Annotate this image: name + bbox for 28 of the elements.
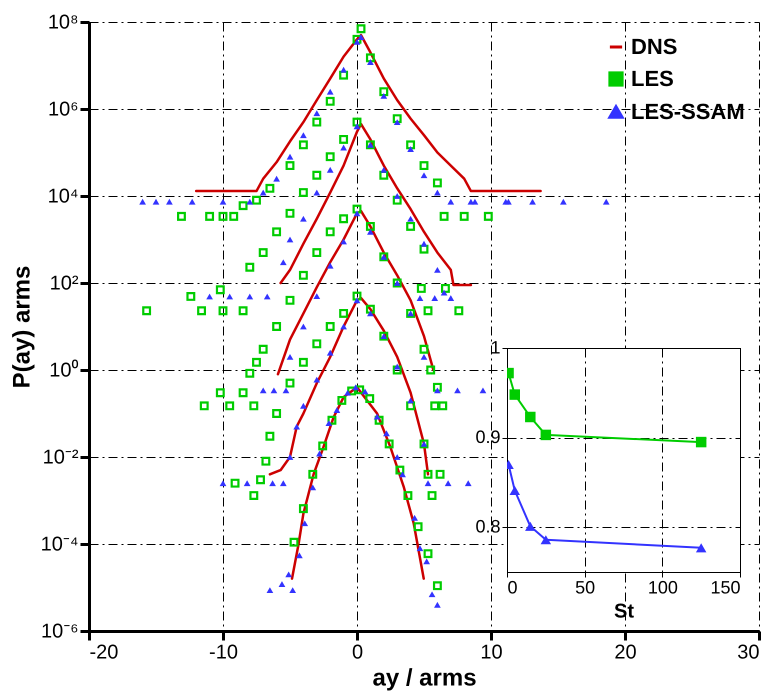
x-tick-label: 100 <box>648 578 678 598</box>
y-tick-label: 0.8 <box>475 516 500 537</box>
y-tick-label: 10⁸ <box>48 12 78 34</box>
y-tick-label: 10⁻² <box>42 446 79 468</box>
legend-label: LES <box>631 66 674 91</box>
x-tick-label: 50 <box>575 578 596 598</box>
x-tick-label: 0 <box>508 578 518 598</box>
x-tick-label: 150 <box>710 578 740 598</box>
y-tick-label: 10⁶ <box>48 98 78 120</box>
x-tick-label: -20 <box>90 642 118 664</box>
y-tick-label: 0.9 <box>475 427 500 448</box>
line-series <box>194 34 542 192</box>
y-tick-label: 10² <box>50 272 79 294</box>
y-tick-label: 1 <box>490 338 500 358</box>
y-tick-label: 10⁻⁶ <box>41 620 78 642</box>
y-tick-label: 10⁰ <box>49 358 78 382</box>
x-axis-title: ay / arms <box>372 664 477 692</box>
x-tick-label: 10 <box>480 642 503 664</box>
y-tick-label: 10⁻⁴ <box>40 534 78 556</box>
x-tick-label: 0 <box>352 642 364 664</box>
x-axis-title: St <box>614 600 634 622</box>
x-tick-label: -10 <box>209 642 238 664</box>
y-tick-label: 10⁴ <box>48 186 78 208</box>
y-axis-title: P(ay) arms <box>8 266 36 388</box>
legend-label: LES-SSAM <box>631 99 745 124</box>
x-tick-label: 20 <box>614 642 637 664</box>
x-tick-label: 30 <box>737 642 760 664</box>
legend-label: DNS <box>631 34 678 59</box>
